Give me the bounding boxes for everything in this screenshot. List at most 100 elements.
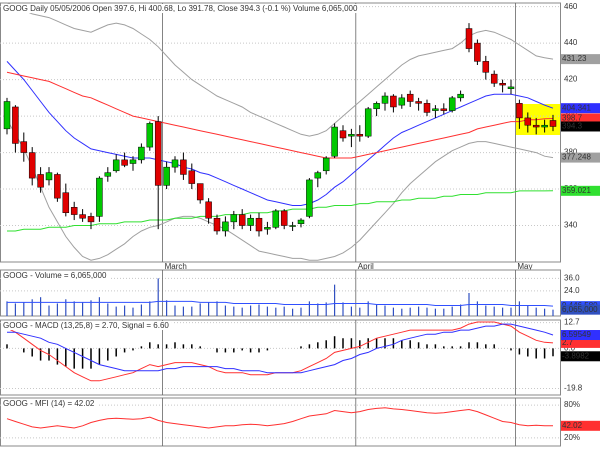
candle-body xyxy=(87,216,95,223)
candle-body xyxy=(96,177,103,217)
value-box xyxy=(561,113,600,124)
candle-body xyxy=(104,172,112,177)
indicator-line xyxy=(6,119,554,261)
candle-body xyxy=(415,101,422,104)
candle-body xyxy=(381,95,389,104)
value-box-label: 6,065,000 xyxy=(562,305,598,314)
candle-body xyxy=(482,61,490,73)
value-box-label: 6.59549 xyxy=(562,330,591,339)
volume-bar xyxy=(367,301,369,316)
panel-frame xyxy=(0,2,561,263)
panel-frame xyxy=(0,319,561,396)
candle-body xyxy=(230,214,238,223)
volume-bar xyxy=(149,301,151,316)
value-box xyxy=(561,420,600,431)
candle-body xyxy=(255,217,263,232)
y-tick-label: 80% xyxy=(564,400,580,409)
mfi-line xyxy=(6,407,553,429)
value-box-label: -3.8982 xyxy=(562,351,590,360)
candle-body xyxy=(238,214,246,226)
candle-body xyxy=(264,227,271,230)
candle-body xyxy=(138,146,145,161)
volume-bar xyxy=(140,304,142,316)
volume-bar xyxy=(418,306,420,316)
volume-bar xyxy=(300,307,302,316)
candle-body xyxy=(37,174,44,188)
candle-body xyxy=(373,103,380,110)
value-box xyxy=(561,337,600,348)
title-background xyxy=(1,271,110,280)
candle-body xyxy=(549,120,557,127)
value-box xyxy=(561,103,600,114)
candle-body xyxy=(297,219,305,224)
candle-body xyxy=(499,83,506,86)
volume-bar xyxy=(409,307,411,316)
value-box-label: 42.02 xyxy=(562,421,583,430)
y-tick-label: 340 xyxy=(564,221,578,230)
volume-bar xyxy=(124,305,126,316)
volume-bar xyxy=(31,299,33,316)
panel-frame xyxy=(0,269,561,317)
volume-bar xyxy=(376,304,378,316)
volume-bar xyxy=(216,301,218,316)
candle-body xyxy=(348,134,355,137)
value-box-label: 398.7 xyxy=(562,114,583,123)
panel-title: GOOG - MACD (13,25,8) = 2.70, Signal = 6… xyxy=(3,321,169,330)
volume-bar xyxy=(23,302,25,316)
volume-bar xyxy=(132,307,134,316)
candle-body xyxy=(474,42,481,62)
volume-bar xyxy=(325,302,327,316)
volume-bar xyxy=(107,303,109,316)
y-tick-label: 12.7 xyxy=(564,318,580,327)
volume-bar xyxy=(434,308,436,316)
candle-body xyxy=(398,97,406,106)
candle-body xyxy=(3,101,11,130)
candle-body xyxy=(28,152,36,179)
macd-line xyxy=(7,323,554,374)
volume-bar xyxy=(308,301,310,316)
value-box-label: 377.248 xyxy=(562,153,591,162)
volume-bar xyxy=(544,308,546,316)
volume-bar xyxy=(334,284,336,316)
volume-bar xyxy=(157,278,159,316)
candle-body xyxy=(457,93,464,99)
y-tick-label: 20% xyxy=(564,433,580,442)
candle-body xyxy=(423,103,431,113)
volume-bar xyxy=(384,305,386,316)
volume-bar xyxy=(527,305,529,316)
candle-body xyxy=(448,97,456,111)
x-tick-label: March xyxy=(165,262,187,271)
candle-body xyxy=(129,159,137,164)
candle-body xyxy=(516,103,523,119)
candle-body xyxy=(12,106,19,144)
value-box-label: 404.341 xyxy=(562,103,591,112)
y-tick-label: -19.8 xyxy=(564,384,583,393)
candle-body xyxy=(322,157,330,172)
y-tick-label: 460 xyxy=(564,2,578,11)
volume-bar xyxy=(317,303,319,316)
volume-bar xyxy=(493,306,495,316)
candle-body xyxy=(54,174,61,199)
title-background xyxy=(1,399,98,408)
volume-bar xyxy=(392,307,394,316)
indicator-line xyxy=(6,61,554,206)
candle-body xyxy=(70,207,78,215)
candle-body xyxy=(205,201,212,219)
candle-body xyxy=(339,130,347,139)
candle-body xyxy=(432,108,439,111)
candle-body xyxy=(524,117,532,126)
indicator-line xyxy=(6,2,554,137)
y-tick-label: 420 xyxy=(564,75,578,84)
candle-body xyxy=(121,159,128,166)
volume-bar xyxy=(342,302,344,316)
x-tick-label: April xyxy=(358,262,374,271)
candle-body xyxy=(222,221,229,232)
candle-body xyxy=(289,225,296,227)
indicator-line xyxy=(7,190,554,232)
volume-bar xyxy=(73,301,75,316)
candle-body xyxy=(180,159,187,175)
candle-body xyxy=(390,95,397,108)
volume-bar xyxy=(191,306,193,316)
volume-bar xyxy=(283,306,285,316)
